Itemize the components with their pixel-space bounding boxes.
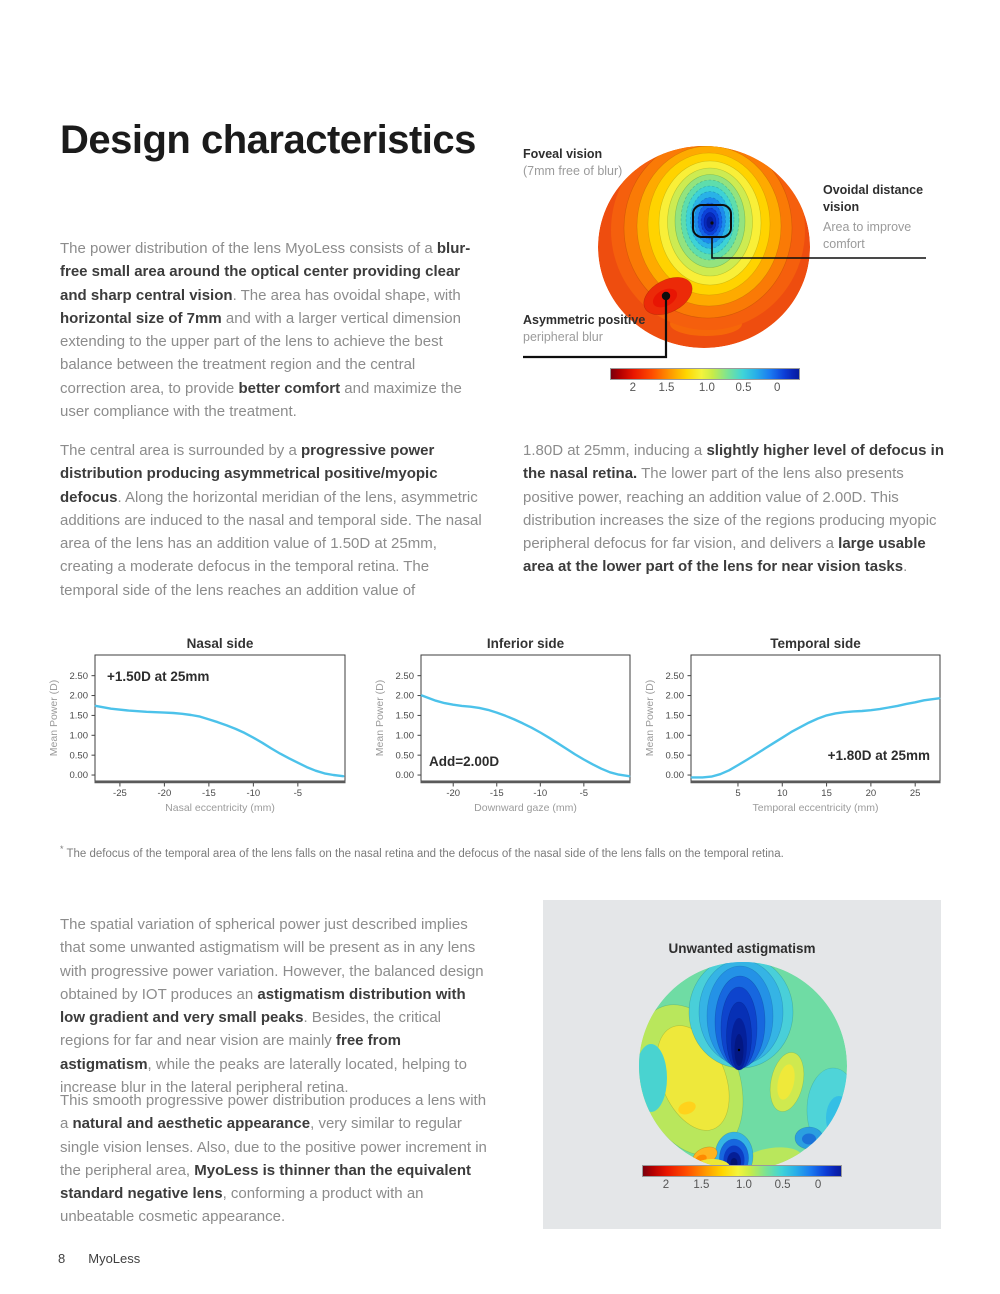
colorbar-tick: 1.5 <box>693 1179 710 1191</box>
svg-text:2.00: 2.00 <box>396 691 415 702</box>
svg-text:-10: -10 <box>246 788 260 799</box>
mean-power-line <box>690 697 941 779</box>
colorbar-tick: 0.5 <box>774 1179 791 1191</box>
chart-temporal-side: Temporal side 0.00 0.50 1.00 1.50 2.00 2.50 5 10… <box>644 636 941 814</box>
svg-text:1.50: 1.50 <box>70 711 89 722</box>
page-number: 8 <box>58 1251 66 1266</box>
intro-paragraph: The power distribution of the lens MyoLe… <box>60 240 471 421</box>
svg-text:-15: -15 <box>202 788 216 799</box>
svg-text:-10: -10 <box>533 788 547 799</box>
chart-annotation: Add=2.00D <box>429 754 499 769</box>
astigmatism-panel: Unwanted astigmatism <box>543 900 941 1229</box>
svg-text:1.00: 1.00 <box>396 730 415 741</box>
colorbar-tick: 1.0 <box>735 1179 752 1191</box>
colorbar-tick: 0 <box>773 382 781 394</box>
colorbar-tick: 2 <box>629 382 636 394</box>
svg-text:-20: -20 <box>158 788 172 799</box>
svg-text:0.50: 0.50 <box>70 750 89 761</box>
chart-annotation: +1.50D at 25mm <box>107 669 209 684</box>
footer-brand: MyoLess <box>88 1251 141 1266</box>
mean-power-line <box>94 704 345 778</box>
page-footer: 8 MyoLess <box>58 1251 140 1266</box>
colorbar-tick: 1.5 <box>658 382 675 394</box>
svg-text:2.50: 2.50 <box>396 671 415 682</box>
asymmetric-positive-sublabel: peripheral blur <box>523 330 603 344</box>
svg-text:Mean Power (D): Mean Power (D) <box>644 680 656 756</box>
svg-text:2.50: 2.50 <box>70 671 89 682</box>
asymmetric-positive-label: Asymmetric positive <box>523 313 646 327</box>
svg-text:1.00: 1.00 <box>70 730 89 741</box>
astigmatism-colorbar: 2 1.5 1.0 0.5 0 <box>642 1165 842 1191</box>
svg-text:Temporal side: Temporal side <box>770 636 861 651</box>
svg-text:0.00: 0.00 <box>666 770 685 781</box>
ovoidal-distance-vision-sublabel: Area to improve comfort <box>823 220 912 251</box>
svg-text:2.00: 2.00 <box>666 691 685 702</box>
svg-text:0.50: 0.50 <box>396 750 415 761</box>
svg-text:15: 15 <box>821 788 832 799</box>
mean-power-line <box>420 694 631 778</box>
svg-text:Downward gaze (mm): Downward gaze (mm) <box>474 802 577 814</box>
svg-text:25: 25 <box>910 788 921 799</box>
svg-text:20: 20 <box>866 788 877 799</box>
svg-text:1.50: 1.50 <box>396 711 415 722</box>
svg-text:Inferior side: Inferior side <box>487 636 565 651</box>
ovoidal-distance-vision-label: Ovoidal distance vision <box>823 183 924 214</box>
foveal-vision-sublabel: (7mm free of blur) <box>523 164 623 178</box>
footnote: * The defocus of the temporal area of th… <box>60 843 784 860</box>
svg-text:5: 5 <box>735 788 740 799</box>
lens-colorbar: 2 1.5 1.0 0.5 0 <box>610 368 800 394</box>
body-paragraph-right: 1.80D at 25mm, inducing a slightly highe… <box>523 442 944 576</box>
astigmatism-contour-map <box>639 962 847 1170</box>
colorbar-tick: 1.0 <box>698 382 715 394</box>
svg-text:-5: -5 <box>294 788 302 799</box>
svg-text:1.50: 1.50 <box>666 711 685 722</box>
astigmatism-title: Unwanted astigmatism <box>668 941 816 956</box>
svg-text:2.50: 2.50 <box>666 671 685 682</box>
body-paragraph-appearance: This smooth progressive power distributi… <box>60 1092 487 1226</box>
svg-text:Temporal eccentricity (mm): Temporal eccentricity (mm) <box>752 802 878 814</box>
svg-text:Nasal eccentricity (mm): Nasal eccentricity (mm) <box>165 802 275 814</box>
svg-text:-20: -20 <box>446 788 460 799</box>
lens-power-map-figure: Foveal vision (7mm free of blur) Ovoidal… <box>523 140 980 402</box>
svg-text:-25: -25 <box>113 788 127 799</box>
chart-inferior-side: Inferior side 0.00 0.50 1.00 1.50 2.00 2.50 -20… <box>374 636 631 814</box>
foveal-vision-label: Foveal vision <box>523 147 603 161</box>
page-title: Design characteristics <box>60 117 476 162</box>
svg-text:0.00: 0.00 <box>70 770 89 781</box>
svg-text:Mean Power (D): Mean Power (D) <box>374 680 386 756</box>
svg-text:1.00: 1.00 <box>666 730 685 741</box>
svg-text:10: 10 <box>777 788 788 799</box>
svg-text:0.50: 0.50 <box>666 750 685 761</box>
body-paragraph-left: The central area is surrounded by a prog… <box>60 442 482 599</box>
chart-nasal-side: Nasal side 0.00 0.50 1.00 1.50 2.00 2.50 -25 -20… <box>48 636 346 814</box>
svg-text:-5: -5 <box>580 788 588 799</box>
body-paragraph-astigmatism: The spatial variation of spherical power… <box>60 916 484 1097</box>
svg-text:-15: -15 <box>490 788 504 799</box>
svg-text:Nasal side: Nasal side <box>187 636 254 651</box>
colorbar-tick: 0.5 <box>735 382 752 394</box>
svg-text:Mean Power (D): Mean Power (D) <box>48 680 60 756</box>
svg-text:0.00: 0.00 <box>396 770 415 781</box>
chart-annotation: +1.80D at 25mm <box>828 748 930 763</box>
colorbar-tick: 2 <box>662 1179 670 1191</box>
footnote-asterisk: * <box>60 843 64 854</box>
colorbar-tick: 0 <box>814 1179 822 1191</box>
svg-text:2.00: 2.00 <box>70 691 89 702</box>
